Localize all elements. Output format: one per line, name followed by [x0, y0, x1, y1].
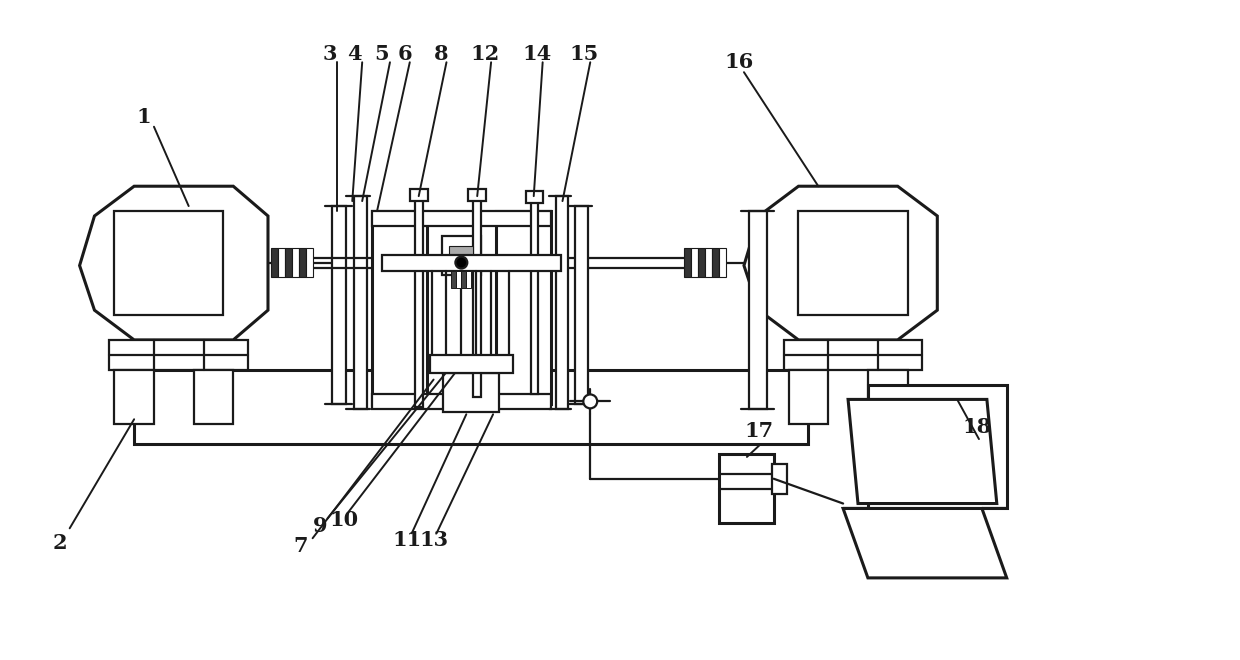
Bar [451, 271, 456, 288]
Polygon shape [848, 399, 997, 504]
Bar [706, 248, 712, 277]
Bar [114, 211, 223, 315]
Text: 7: 7 [294, 536, 308, 556]
Bar [429, 355, 513, 373]
Bar [575, 206, 588, 405]
Bar [719, 454, 774, 523]
Bar [496, 211, 551, 405]
Text: 14: 14 [522, 44, 552, 64]
Bar [299, 248, 306, 277]
Bar [449, 246, 474, 265]
Bar [684, 248, 692, 277]
Bar [332, 206, 346, 405]
Text: 8: 8 [434, 44, 449, 64]
Text: 5: 5 [374, 44, 389, 64]
Text: 11: 11 [392, 530, 422, 550]
Text: 15: 15 [569, 44, 599, 64]
Text: 3: 3 [322, 44, 337, 64]
Circle shape [583, 395, 598, 409]
Bar [372, 211, 427, 405]
Circle shape [455, 257, 467, 269]
Bar [868, 385, 1007, 508]
Bar [291, 248, 299, 277]
Text: 4: 4 [347, 44, 362, 64]
Bar [868, 370, 908, 424]
Polygon shape [843, 508, 1007, 578]
Bar [456, 271, 461, 288]
Bar [444, 373, 498, 412]
Bar [193, 370, 233, 424]
Text: 18: 18 [962, 417, 992, 437]
Bar [306, 248, 312, 277]
Bar [114, 370, 154, 424]
Text: 9: 9 [314, 516, 327, 537]
Bar [278, 248, 285, 277]
Bar [109, 340, 248, 370]
Bar [469, 189, 486, 201]
Bar [712, 248, 719, 277]
Bar [526, 191, 543, 203]
Text: 1: 1 [136, 107, 151, 127]
Bar [474, 199, 481, 397]
Bar [461, 271, 466, 288]
Bar [409, 189, 428, 201]
Bar [771, 464, 786, 494]
Bar [556, 196, 568, 409]
Bar [414, 199, 423, 407]
Bar [799, 211, 908, 315]
Bar [441, 236, 481, 275]
Bar [466, 271, 471, 288]
Bar [789, 370, 828, 424]
Text: 13: 13 [419, 530, 448, 550]
Text: 16: 16 [724, 52, 754, 73]
Bar [531, 201, 538, 395]
Text: 10: 10 [330, 510, 358, 531]
Bar [698, 248, 706, 277]
Text: 17: 17 [744, 421, 774, 441]
Bar [749, 211, 766, 409]
Bar [372, 211, 551, 226]
Bar [692, 248, 698, 277]
Text: 12: 12 [470, 44, 500, 64]
Bar [134, 370, 808, 444]
Bar [355, 196, 367, 409]
Bar [719, 248, 727, 277]
Bar [372, 395, 551, 409]
Polygon shape [744, 186, 937, 340]
Bar [285, 248, 291, 277]
Text: 6: 6 [398, 44, 412, 64]
Text: 2: 2 [52, 533, 67, 553]
Bar [382, 255, 560, 271]
Bar [272, 248, 278, 277]
Bar [784, 340, 923, 370]
Polygon shape [79, 186, 268, 340]
